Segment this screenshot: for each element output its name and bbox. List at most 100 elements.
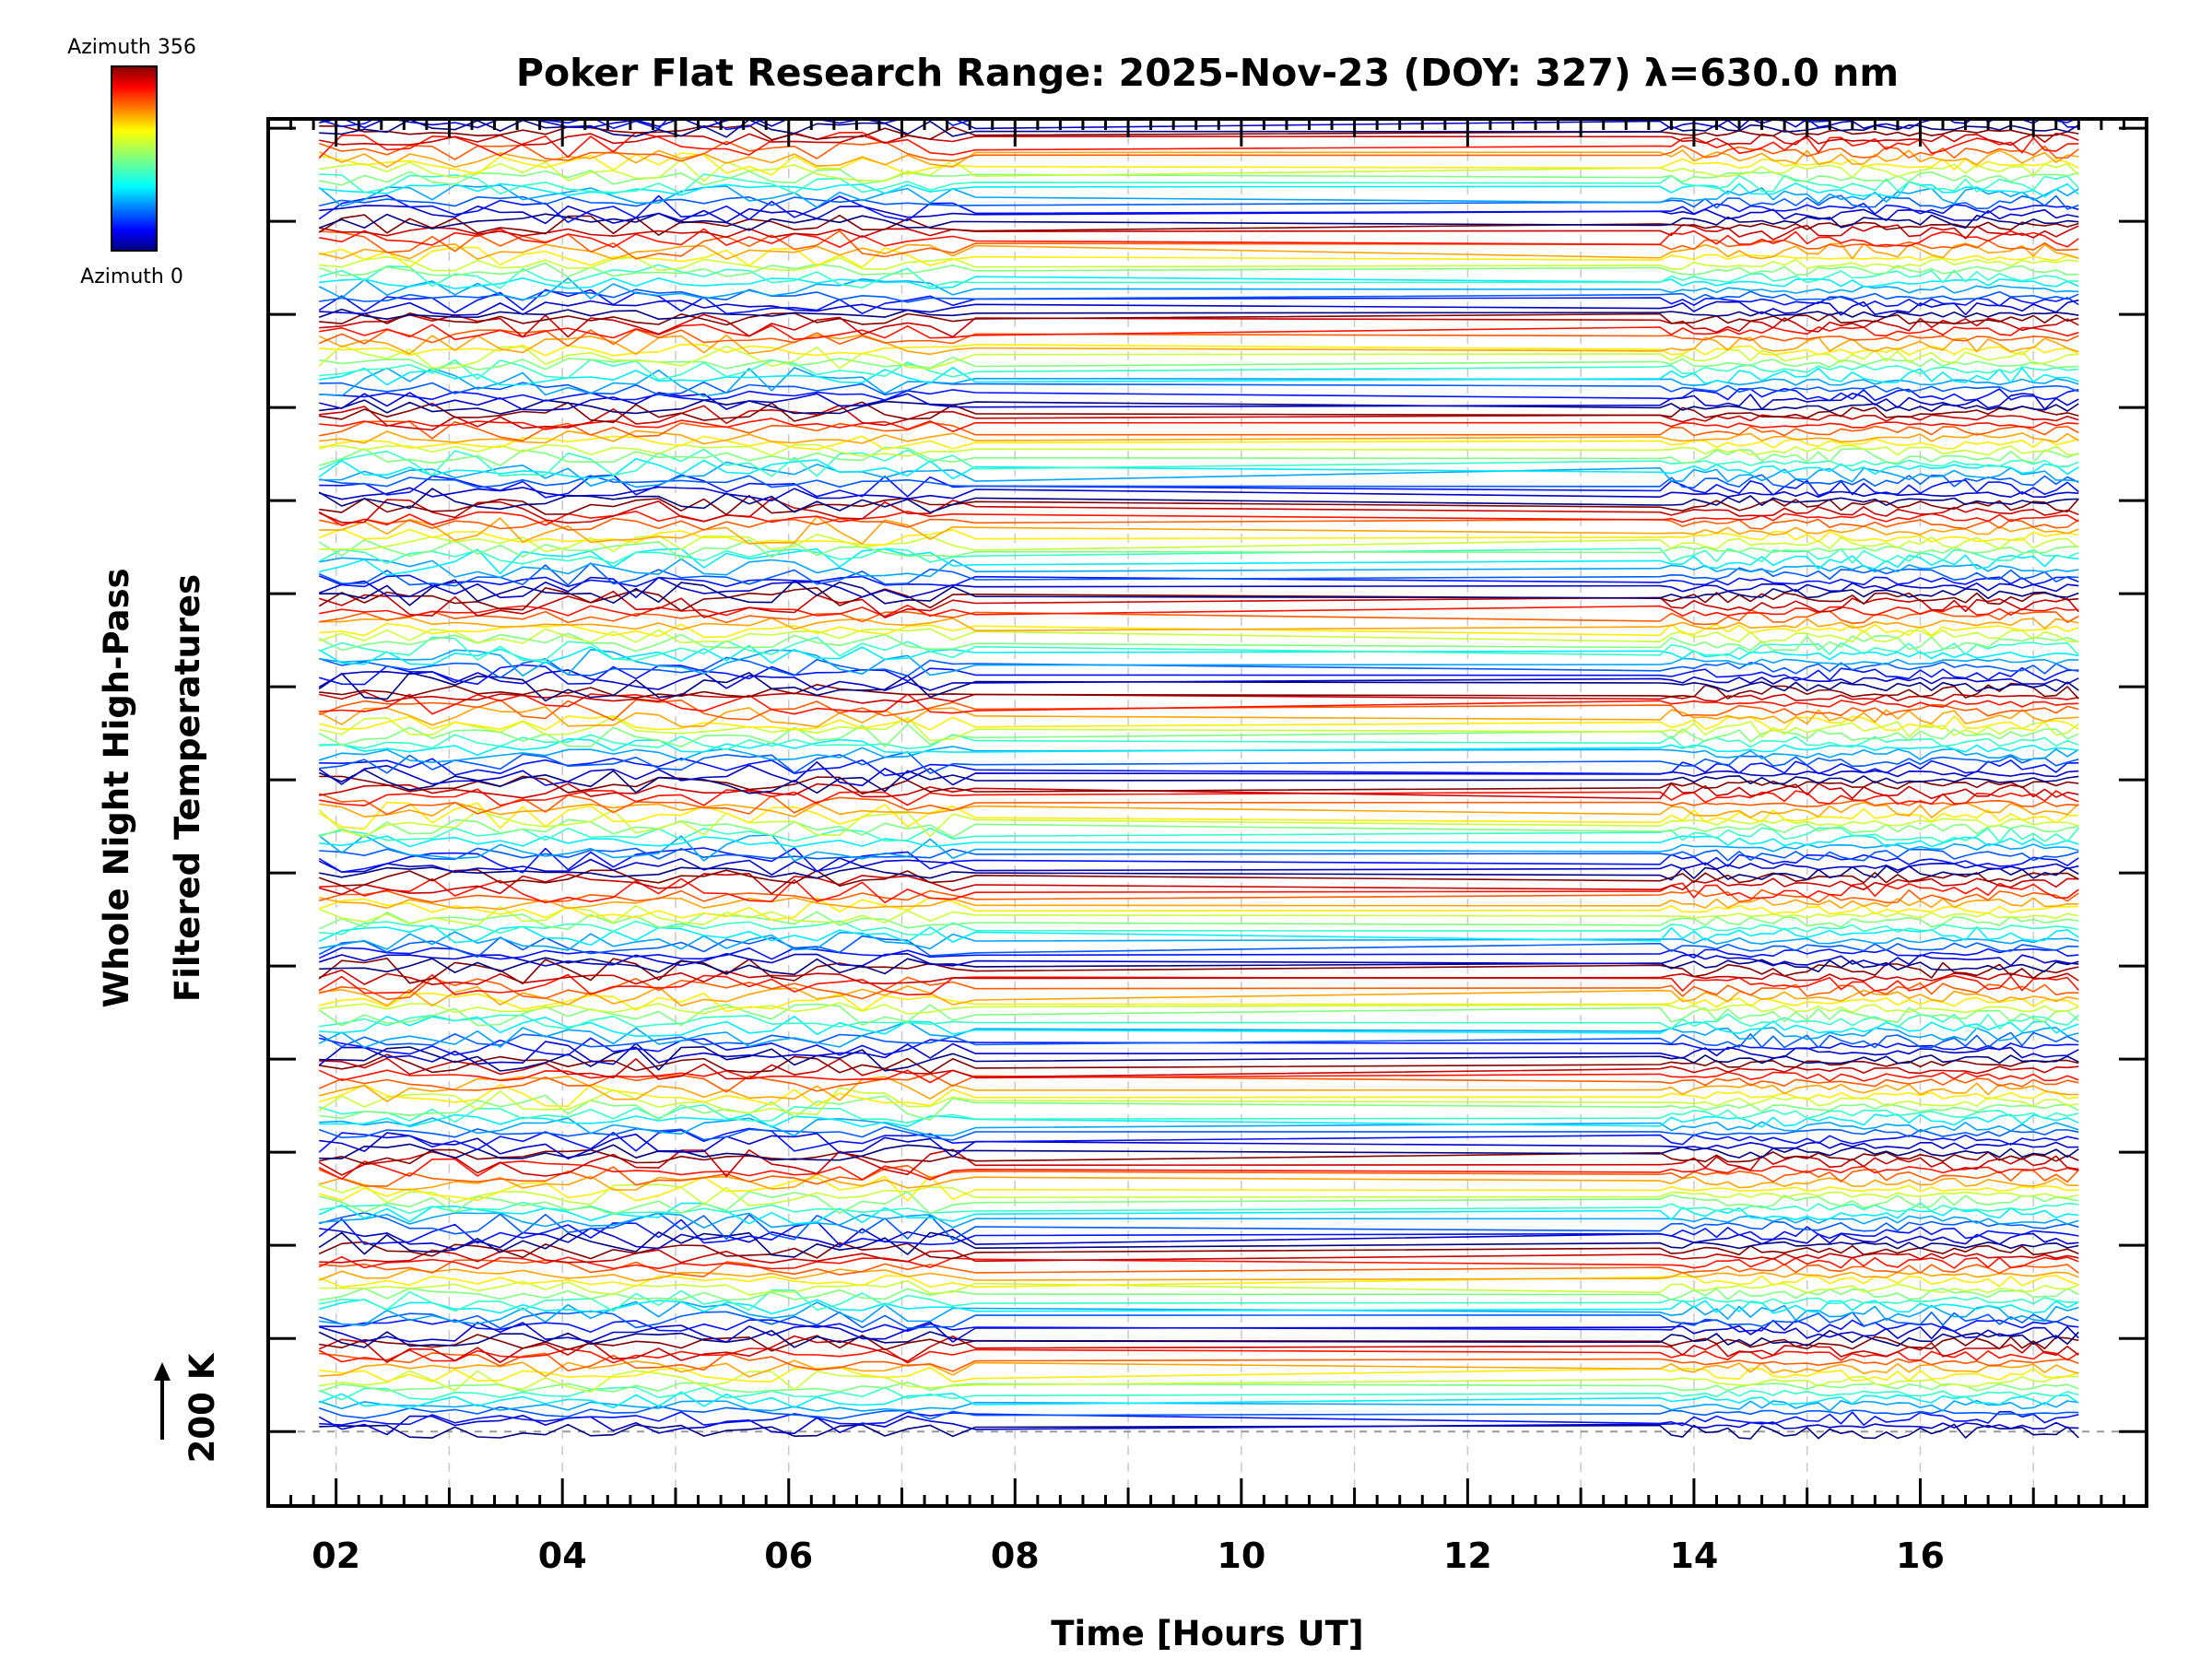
series-line	[319, 418, 2079, 433]
series-line	[319, 775, 2079, 795]
series-line	[318, 976, 2079, 1000]
series-line	[319, 381, 2079, 396]
series-line	[318, 1003, 2079, 1027]
series-line	[319, 474, 2079, 489]
series-line	[318, 872, 2079, 896]
series-line	[319, 1046, 2079, 1072]
series-line	[318, 818, 2079, 839]
series-line	[319, 547, 2079, 576]
series-line	[319, 985, 2079, 1007]
series-line	[319, 387, 2079, 402]
series-line	[319, 1288, 2079, 1312]
series-line	[318, 656, 2079, 679]
series-line	[318, 636, 2079, 662]
series-line	[318, 1405, 2079, 1420]
series-line	[319, 1002, 2079, 1015]
series-line	[318, 1083, 2079, 1108]
series-line	[318, 632, 2079, 653]
series-line	[319, 957, 2079, 976]
series-line	[318, 834, 2079, 862]
axis-ticks	[266, 119, 2148, 1506]
series-line	[319, 100, 2078, 117]
series-line	[318, 723, 2079, 747]
scale-bar-label: 200 K	[182, 1352, 222, 1463]
series-line	[318, 1212, 2079, 1241]
x-tick-label: 16	[1896, 1535, 1945, 1576]
series-line	[319, 897, 2079, 911]
series-line	[319, 1132, 2079, 1159]
series-line	[318, 1031, 2079, 1049]
series-group	[318, 100, 2079, 1440]
series-line	[318, 184, 2079, 208]
series-line	[318, 345, 2079, 370]
series-line	[318, 1073, 2079, 1093]
series-line	[319, 716, 2079, 742]
series-line	[319, 920, 2079, 935]
series-line	[319, 827, 2079, 843]
series-line	[319, 877, 2079, 904]
series-line	[319, 312, 2079, 326]
series-line	[318, 528, 2079, 547]
series-line	[319, 359, 2079, 381]
series-line	[319, 159, 2079, 182]
series-line	[319, 461, 2079, 488]
series-line	[318, 1069, 2079, 1084]
series-line	[319, 693, 2079, 715]
series-line	[319, 1148, 2079, 1165]
series-line	[319, 443, 2079, 457]
series-line	[319, 1288, 2079, 1301]
y-axis-label-line2: Filtered Temperatures	[168, 574, 207, 1002]
series-line	[318, 435, 2079, 451]
colorbar-bottom-label: Azimuth 0	[80, 265, 183, 288]
series-line	[318, 1183, 2079, 1206]
series-line	[319, 1076, 2079, 1102]
series-line	[318, 448, 2079, 477]
series-line	[319, 1259, 2079, 1277]
series-line	[318, 1041, 2079, 1066]
series-line	[318, 1399, 2079, 1412]
series-line	[319, 617, 2079, 632]
series-line	[318, 1020, 2079, 1049]
series-line	[319, 682, 2079, 700]
series-line	[318, 1148, 2079, 1178]
series-line	[318, 1127, 2079, 1153]
series-line	[318, 308, 2079, 321]
series-line	[318, 1125, 2079, 1141]
series-line	[319, 246, 2079, 268]
plot-frame	[266, 117, 2148, 1508]
chart-title: Poker Flat Research Range: 2025-Nov-23 (…	[516, 51, 1899, 95]
series-line	[319, 132, 2079, 147]
series-line	[318, 1268, 2079, 1282]
series-line	[319, 366, 2079, 386]
series-line	[319, 751, 2079, 774]
series-line	[318, 446, 2079, 466]
series-line	[318, 1241, 2079, 1260]
series-line	[318, 769, 2079, 794]
series-line	[318, 497, 2079, 524]
series-line	[318, 847, 2079, 874]
series-line	[318, 486, 2079, 502]
series-line	[319, 715, 2079, 732]
x-tick-label: 12	[1443, 1535, 1492, 1576]
series-line	[319, 931, 2079, 951]
series-line	[319, 1359, 2079, 1378]
series-line	[318, 924, 2079, 947]
series-line	[318, 1386, 2079, 1401]
series-line	[318, 1335, 2079, 1363]
series-line	[319, 865, 2079, 881]
series-line	[319, 1352, 2079, 1372]
series-line	[318, 1299, 2079, 1315]
series-line	[319, 788, 2079, 806]
series-line	[319, 1016, 2079, 1037]
series-line	[318, 699, 2079, 722]
series-line	[318, 1329, 2079, 1348]
series-line	[319, 194, 2079, 210]
x-tick-label: 06	[764, 1535, 813, 1576]
series-line	[319, 690, 2079, 704]
series-line	[319, 834, 2079, 848]
series-line	[319, 1037, 2079, 1056]
series-line	[318, 562, 2079, 587]
series-line	[318, 1391, 2079, 1409]
x-tick-labels: 02 04 06 08 10 12 14 16	[312, 1535, 1945, 1576]
